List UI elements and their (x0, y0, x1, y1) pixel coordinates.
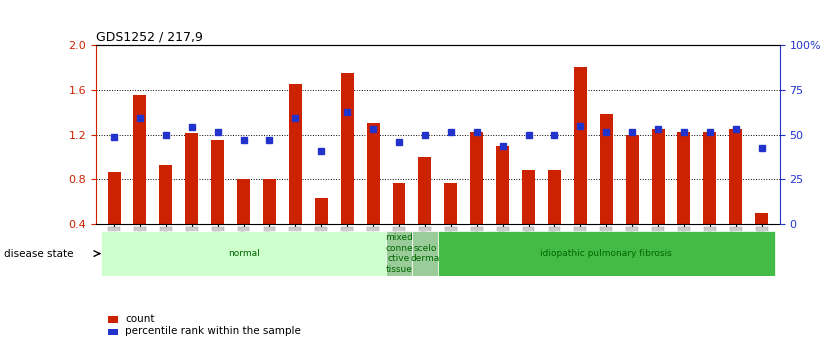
Bar (412, 231, 438, 276)
Bar (314, 198, 328, 224)
Text: idiopathic pulmonary fibrosis: idiopathic pulmonary fibrosis (540, 249, 672, 258)
Bar (703, 132, 716, 224)
Text: normal: normal (228, 249, 259, 258)
Text: percentile rank within the sample: percentile rank within the sample (125, 326, 301, 336)
Bar (496, 146, 509, 224)
Bar (548, 170, 561, 224)
Bar (159, 165, 173, 224)
Bar (185, 134, 198, 224)
Text: count: count (125, 314, 154, 324)
Bar (600, 115, 613, 224)
Bar (470, 132, 483, 224)
Bar (211, 140, 224, 224)
Bar (101, 231, 386, 276)
Bar (393, 183, 405, 224)
Text: mixed
conne
ctive
tissue: mixed conne ctive tissue (385, 234, 413, 274)
Bar (341, 73, 354, 224)
Bar (289, 84, 302, 224)
Bar (108, 171, 121, 224)
Text: GDS1252 / 217,9: GDS1252 / 217,9 (96, 31, 203, 44)
Bar (263, 179, 276, 224)
Bar (237, 179, 250, 224)
Bar (445, 183, 457, 224)
Text: scelo
derma: scelo derma (410, 244, 440, 263)
Text: disease state: disease state (4, 249, 73, 258)
Bar (755, 213, 768, 224)
Bar (574, 67, 587, 224)
Bar (133, 95, 147, 224)
Bar (626, 135, 639, 224)
Bar (386, 231, 412, 276)
Bar (677, 132, 691, 224)
Bar (729, 129, 742, 224)
Bar (367, 124, 379, 224)
Bar (522, 170, 535, 224)
Bar (419, 157, 431, 224)
Bar (651, 129, 665, 224)
Bar (438, 231, 775, 276)
